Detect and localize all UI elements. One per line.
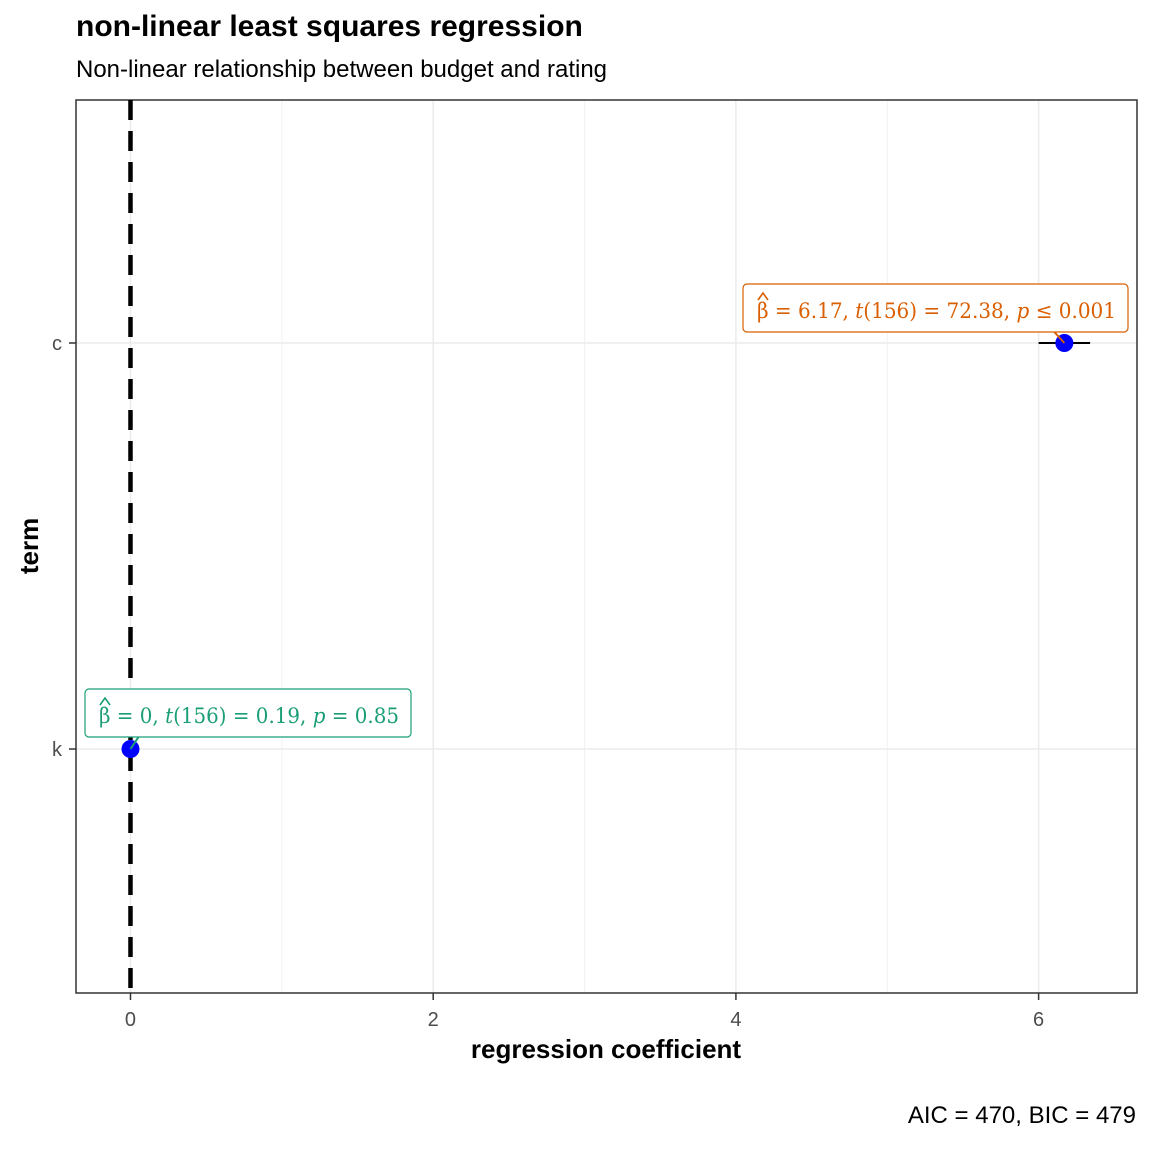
label-box <box>84 688 412 738</box>
label-leader-k <box>129 736 140 750</box>
x-tick-label: 4 <box>730 1009 741 1031</box>
x-axis-title: regression coefficient <box>471 1034 742 1064</box>
x-tick-label: 0 <box>125 1009 136 1031</box>
beta-hat-icon <box>99 696 111 706</box>
label-box <box>742 283 1129 333</box>
x-tick-label: 6 <box>1033 1009 1044 1031</box>
y-tick-label: k <box>52 739 63 761</box>
grid-lines <box>76 100 1137 993</box>
panel-background <box>76 100 1137 993</box>
coefficient-label-c: β = 6.17, t(156) = 72.38, p ≤ 0.001 <box>742 283 1129 333</box>
label-text: β = 6.17, t(156) = 72.38, p ≤ 0.001 <box>757 299 1116 323</box>
y-axis-title: term <box>14 518 44 574</box>
x-tick-label: 2 <box>428 1009 439 1031</box>
panel-border <box>75 99 1138 994</box>
chart-subtitle: Non-linear relationship between budget a… <box>76 56 608 83</box>
y-tick-label: c <box>52 333 62 355</box>
data-labels: β = 6.17, t(156) = 72.38, p ≤ 0.001 β = 0… <box>84 283 1129 750</box>
chart-title: non-linear least squares regression <box>76 10 583 43</box>
coefficient-label-k: β = 0, t(156) = 0.19, p = 0.85 <box>84 688 412 738</box>
label-text: β = 0, t(156) = 0.19, p = 0.85 <box>99 704 399 728</box>
beta-hat-icon <box>757 291 769 301</box>
label-leader-c <box>1053 331 1066 344</box>
model-fit-caption: AIC = 470, BIC = 479 <box>907 1102 1136 1129</box>
axes: 0 2 4 6 c k <box>52 99 1138 1031</box>
